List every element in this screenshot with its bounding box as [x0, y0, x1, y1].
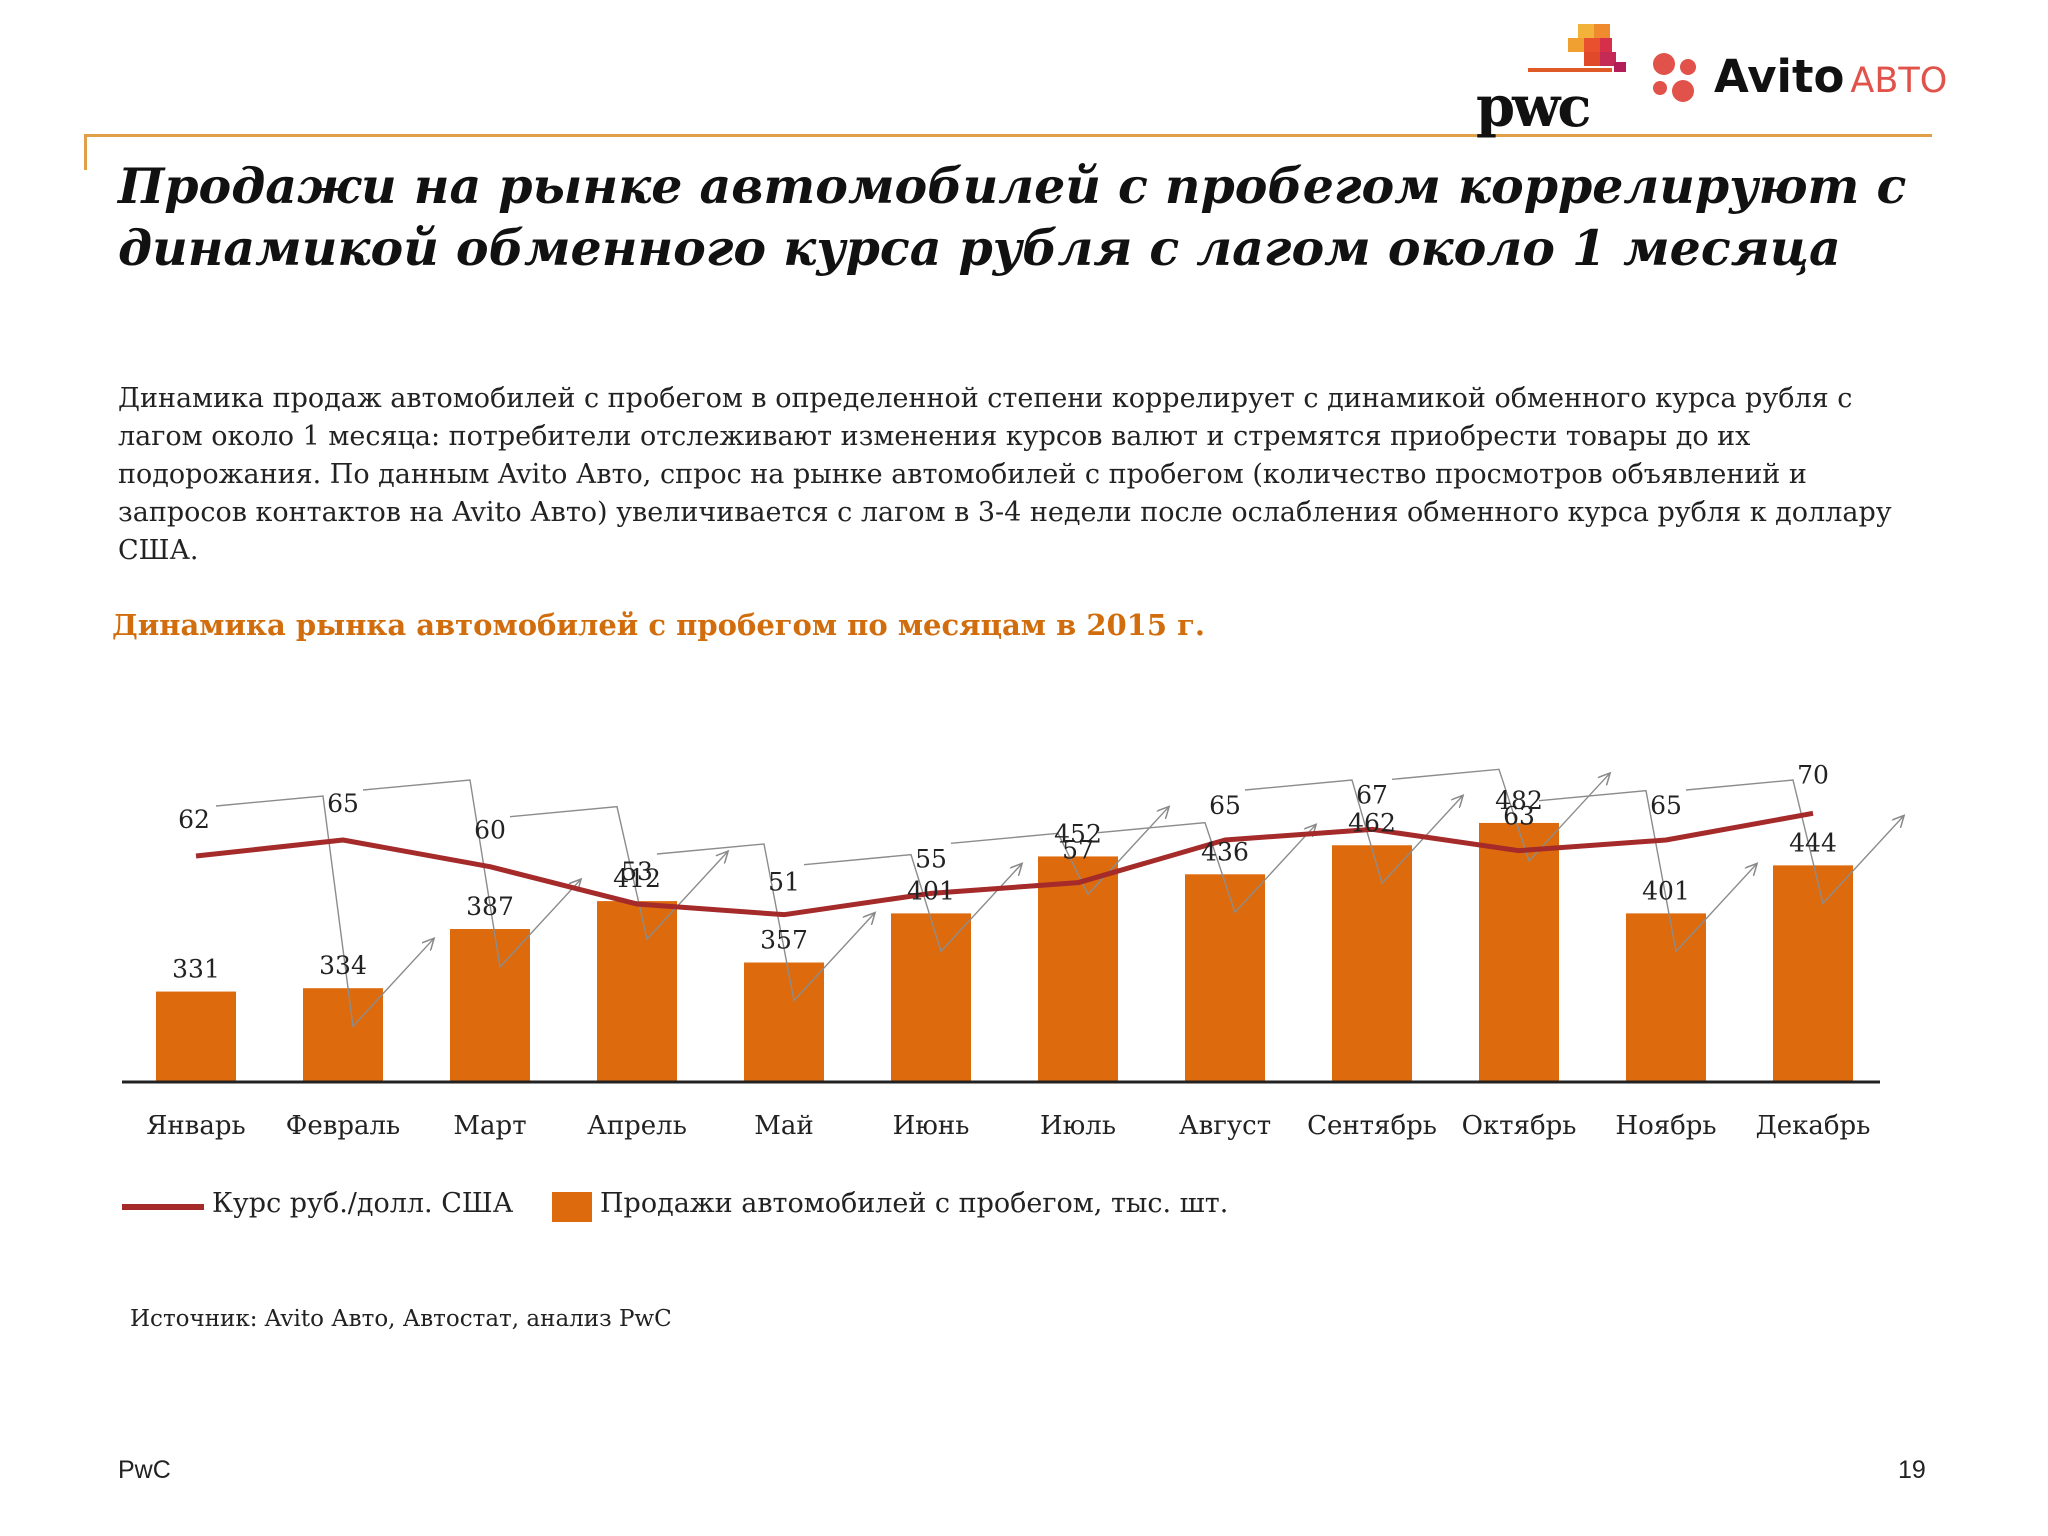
bar-value-label: 401	[907, 876, 955, 905]
category-label: Август	[1179, 1111, 1271, 1141]
line-value-label: 67	[1356, 780, 1388, 809]
line-value-label: 65	[1209, 791, 1241, 820]
bar-value-label: 452	[1054, 819, 1102, 848]
category-label: Март	[453, 1111, 526, 1141]
category-label: Январь	[146, 1111, 245, 1141]
bar-3	[597, 901, 677, 1082]
bar-2	[450, 929, 530, 1082]
line-value-label: 63	[1503, 802, 1535, 831]
legend-line-label: Курс руб./долл. США	[212, 1188, 514, 1219]
category-label: Июнь	[893, 1111, 970, 1141]
chart: 331 Январь 334 Февраль 387 Март 412 Апрель 357 Ма…	[122, 760, 2048, 1141]
category-label: Ноябрь	[1615, 1111, 1716, 1141]
legend-bar-label: Продажи автомобилей с пробегом, тыс. шт.	[600, 1188, 1229, 1219]
pwc-logo: pwc	[1468, 20, 1628, 140]
bar-value-label: 331	[172, 955, 220, 984]
lag-arrow	[1538, 789, 1757, 953]
line-value-label: 57	[1062, 836, 1094, 865]
bar-5	[891, 913, 971, 1082]
body-paragraph: Динамика продаж автомобилей с пробегом в…	[118, 383, 1892, 566]
bar-9	[1479, 822, 1559, 1082]
lag-arrow	[1685, 779, 1904, 905]
bar-value-label: 334	[319, 951, 367, 980]
line-value-label: 70	[1797, 760, 1829, 789]
bar-7	[1185, 874, 1265, 1082]
bar-value-label: 387	[466, 892, 514, 921]
pwc-logo-mark	[1528, 24, 1626, 72]
bar-0	[156, 991, 236, 1082]
labels-layer: 331 Январь 334 Февраль 387 Март 412 Апрель 357 Ма…	[146, 760, 1870, 1141]
bar-value-label: 462	[1348, 808, 1396, 837]
line-value-label: 65	[1650, 791, 1682, 820]
lag-arrow	[950, 806, 1169, 896]
bar-10	[1626, 913, 1706, 1082]
footer-brand: PwC	[118, 1456, 171, 1484]
category-label: Февраль	[286, 1111, 400, 1141]
source-note: Источник: Avito Авто, Автостат, анализ P…	[130, 1306, 672, 1332]
lag-arrow	[1097, 821, 1316, 914]
line-layer	[195, 810, 1814, 918]
lag-arrow	[656, 843, 875, 1003]
avito-logo-suffix: АВТО	[1850, 61, 1948, 101]
lag-arrow	[362, 779, 581, 969]
bars-layer	[156, 822, 1853, 1082]
exchange-rate-line	[195, 810, 1814, 918]
line-value-label: 65	[327, 789, 359, 818]
bar-6	[1038, 856, 1118, 1082]
bar-value-label: 412	[613, 864, 661, 893]
legend-bar-swatch	[552, 1192, 592, 1222]
bar-value-label: 444	[1789, 828, 1837, 857]
category-label: Июль	[1040, 1111, 1116, 1141]
avito-dots-icon	[1653, 53, 1696, 102]
pwc-logo-text: pwc	[1476, 74, 1591, 140]
bar-1	[303, 988, 383, 1082]
category-label: Сентябрь	[1307, 1111, 1437, 1141]
lag-arrow	[803, 853, 1022, 953]
legend-line-swatch	[122, 1204, 204, 1210]
header-rule-tick	[84, 134, 87, 170]
line-value-label: 60	[474, 816, 506, 845]
line-value-label: 53	[621, 857, 653, 886]
avito-logo: Avito АВТО	[1646, 44, 1948, 114]
bar-value-label: 482	[1495, 786, 1543, 815]
line-value-label: 51	[768, 868, 800, 897]
bar-value-label: 357	[760, 926, 808, 955]
lag-arrow	[1391, 768, 1610, 863]
slide-title: Продажи на рынке автомобилей с пробегом …	[118, 157, 1907, 277]
legend: Курс руб./долл. США Продажи автомобилей …	[122, 1188, 1522, 1238]
avito-logo-text: Avito АВТО	[1714, 50, 1948, 103]
lag-arrow	[509, 805, 728, 941]
bar-value-label: 436	[1201, 837, 1249, 866]
bar-value-label: 401	[1642, 876, 1690, 905]
bar-11	[1773, 865, 1853, 1082]
line-value-label: 62	[178, 805, 210, 834]
line-value-label: 55	[915, 844, 947, 873]
category-label: Апрель	[587, 1111, 687, 1141]
category-label: Май	[754, 1111, 813, 1141]
category-label: Октябрь	[1462, 1111, 1577, 1141]
page-number: 19	[1898, 1456, 1926, 1484]
bar-8	[1332, 845, 1412, 1082]
lag-arrow	[215, 795, 434, 1028]
category-label: Декабрь	[1756, 1111, 1871, 1141]
header-rule	[84, 134, 1932, 137]
chart-title: Динамика рынка автомобилей с пробегом по…	[112, 608, 1205, 642]
